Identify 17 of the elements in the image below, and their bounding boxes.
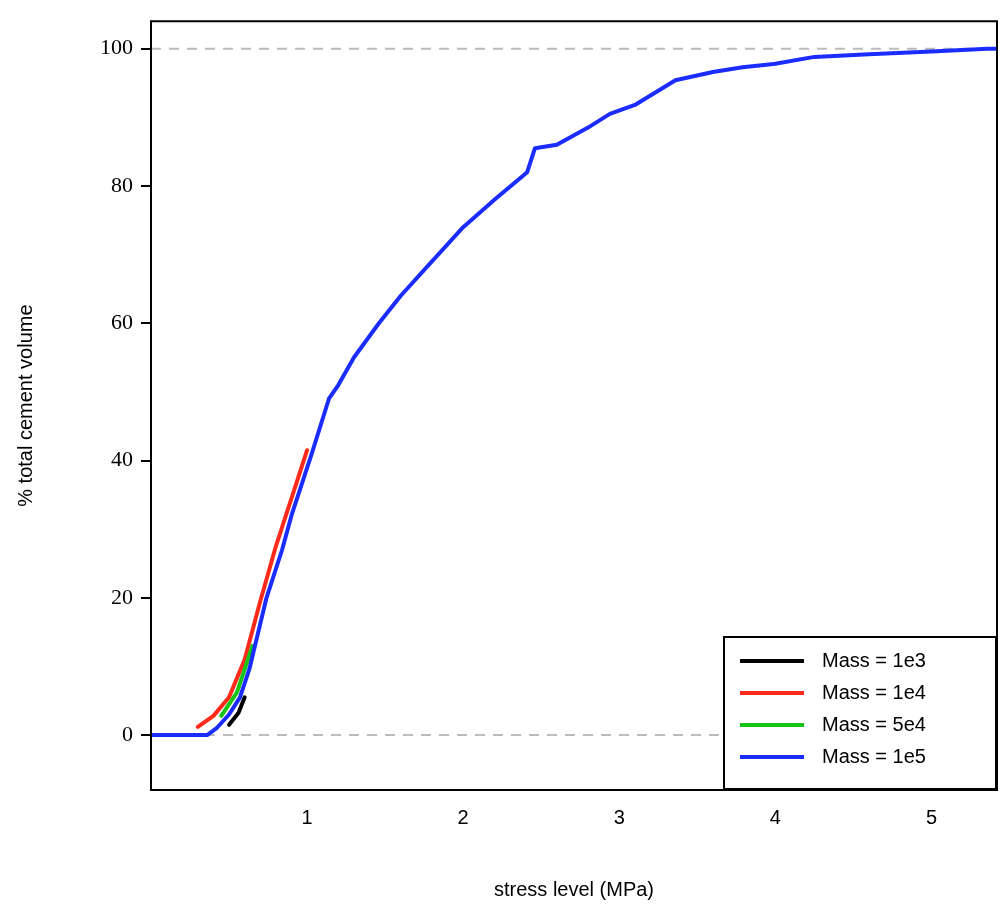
y-tick-label: 80: [111, 171, 133, 197]
legend-label: Mass = 5e4: [822, 712, 926, 735]
legend-label: Mass = 1e3: [822, 648, 926, 671]
x-tick-label: 2: [457, 805, 469, 828]
y-tick-label: 0: [122, 720, 133, 746]
y-tick-label: 100: [100, 34, 133, 60]
legend-label: Mass = 1e5: [822, 744, 926, 767]
x-tick-label: 5: [925, 805, 938, 828]
x-tick-label: 4: [769, 805, 781, 828]
y-axis-title: % total cement volume: [13, 304, 36, 507]
y-tick-label: 40: [111, 446, 133, 472]
x-tick-label: 3: [613, 805, 625, 828]
legend-label: Mass = 1e4: [822, 680, 926, 703]
y-tick-label: 60: [111, 309, 133, 335]
x-axis-title: stress level (MPa): [493, 877, 655, 900]
x-tick-label: 1: [301, 805, 313, 828]
y-tick-label: 20: [111, 583, 133, 609]
